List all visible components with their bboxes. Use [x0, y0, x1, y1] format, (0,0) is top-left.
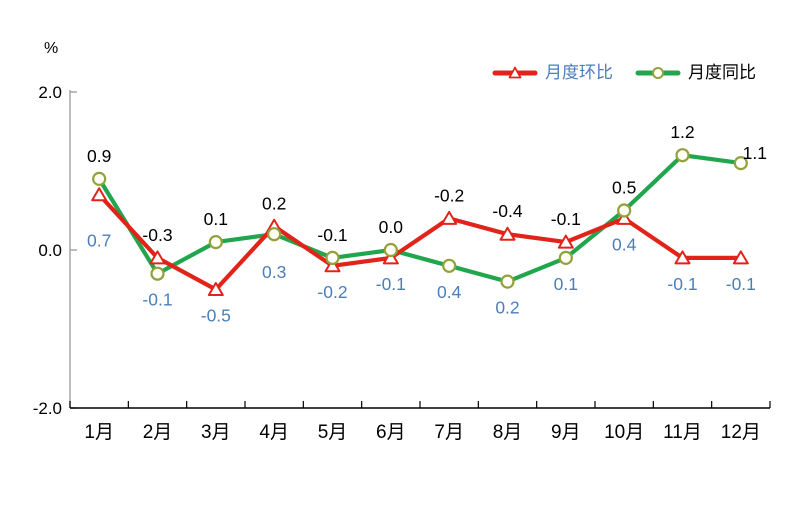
legend-item-yoy: 月度同比 [635, 64, 756, 81]
yoy-marker-circle [442, 258, 457, 273]
yoy-marker-circle [325, 250, 340, 265]
mom-data-label: 0.2 [495, 298, 519, 318]
yoy-marker-circle [150, 266, 165, 281]
yoy-data-label: 1.2 [670, 122, 694, 142]
mom-data-label: -0.5 [201, 306, 231, 326]
mom-marker-triangle [441, 210, 458, 225]
x-category-label: 3月 [201, 422, 231, 443]
yoy-data-label: -0.4 [492, 201, 522, 221]
mom-data-label: 0.1 [554, 274, 578, 294]
mom-marker-triangle [91, 187, 108, 202]
mom-data-label: -0.2 [317, 282, 347, 302]
mom-data-label: 0.4 [437, 282, 462, 302]
legend: 月度环比 月度同比 [492, 64, 756, 81]
mom-data-label: -0.1 [726, 274, 756, 294]
mom-data-label: 0.4 [612, 234, 637, 254]
yoy-marker-circle [383, 242, 398, 258]
mom-marker-triangle [674, 250, 691, 265]
x-category-label: 9月 [551, 422, 581, 443]
yoy-marker-circle [733, 156, 748, 171]
y-tick-label: 0.0 [38, 241, 62, 260]
mom-data-label: -0.1 [667, 274, 697, 294]
yoy-data-label: 0.2 [262, 193, 286, 213]
yoy-data-label: 0.1 [204, 209, 228, 229]
mom-data-label: -0.1 [142, 290, 172, 310]
mom-marker-triangle [149, 250, 166, 265]
mom-marker-triangle [557, 234, 574, 249]
y-axis-unit-label: % [44, 40, 59, 57]
yoy-data-label: 0.9 [87, 146, 111, 166]
x-category-label: 11月 [663, 422, 702, 443]
yoy-legend-swatch [635, 66, 681, 79]
x-category-label: 7月 [434, 422, 464, 443]
legend-label-yoy: 月度同比 [688, 63, 756, 82]
yoy-data-label: -0.2 [434, 185, 464, 205]
x-category-label: 6月 [376, 422, 406, 443]
mom-data-label: 0.3 [262, 262, 286, 282]
mom-marker-triangle [616, 210, 633, 225]
yoy-marker-circle [92, 171, 107, 186]
x-category-label: 1月 [84, 422, 114, 443]
x-category-label: 4月 [259, 422, 289, 443]
yoy-marker-circle [208, 235, 223, 250]
yoy-marker-circle [267, 227, 282, 242]
mom-data-label: -0.1 [376, 274, 406, 294]
mom-series-line [97, 192, 743, 292]
mom-marker-triangle [499, 226, 516, 241]
x-category-label: 5月 [318, 422, 348, 443]
legend-label-mom: 月度环比 [545, 63, 613, 82]
yoy-series-line [97, 153, 743, 284]
mom-marker-triangle [732, 250, 749, 265]
yoy-data-label: -0.1 [551, 209, 581, 229]
yoy-data-label: -0.3 [142, 225, 172, 245]
yoy-marker-circle [558, 250, 573, 265]
mom-marker-triangle [382, 250, 399, 265]
y-tick-label: 2.0 [38, 83, 62, 102]
legend-item-mom: 月度环比 [492, 64, 613, 81]
yoy-marker-circle [617, 203, 632, 218]
yoy-data-label: -0.1 [317, 225, 347, 245]
x-category-label: 10月 [604, 422, 644, 443]
yoy-data-label: 0.5 [612, 178, 636, 198]
yoy-marker-circle [500, 274, 515, 289]
x-category-label: 2月 [143, 422, 173, 443]
yoy-data-label: 1.1 [743, 143, 767, 163]
yoy-data-label: 0.0 [379, 217, 404, 237]
y-tick-label: -2.0 [33, 399, 62, 418]
mom-marker-triangle [324, 258, 341, 273]
mom-marker-triangle [207, 282, 224, 296]
yoy-marker-circle [675, 148, 690, 163]
x-category-label: 8月 [493, 422, 523, 443]
mom-data-label: 0.7 [87, 231, 111, 251]
mom-legend-swatch [492, 66, 538, 78]
x-category-label: 12月 [721, 422, 761, 443]
